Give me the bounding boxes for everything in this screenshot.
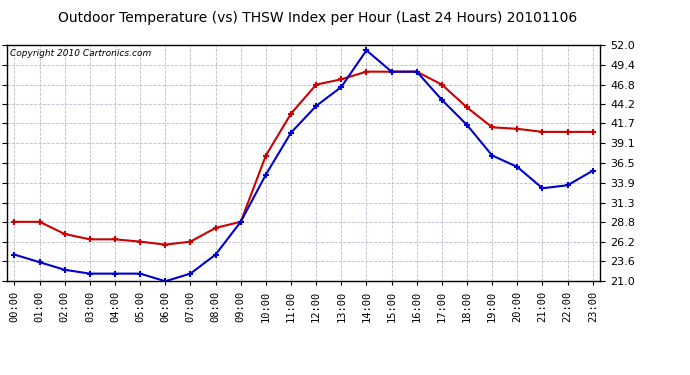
Text: Outdoor Temperature (vs) THSW Index per Hour (Last 24 Hours) 20101106: Outdoor Temperature (vs) THSW Index per … [58,11,577,25]
Text: Copyright 2010 Cartronics.com: Copyright 2010 Cartronics.com [10,48,151,57]
